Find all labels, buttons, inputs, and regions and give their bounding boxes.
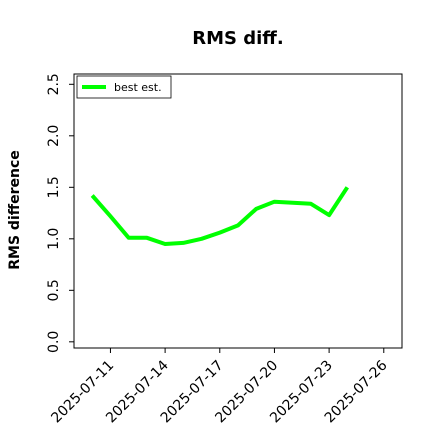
chart-title: RMS diff. — [192, 28, 283, 49]
y-tick-label: 0.5 — [46, 279, 62, 301]
x-axis: 2025-07-112025-07-142025-07-172025-07-20… — [48, 348, 391, 426]
y-tick-label: 2.5 — [46, 73, 62, 95]
y-tick-label: 1.0 — [46, 228, 62, 250]
plot-frame — [73, 73, 403, 349]
y-tick-label: 1.5 — [46, 176, 62, 198]
y-tick-label: 2.0 — [46, 125, 62, 147]
y-tick-label: 0.0 — [46, 331, 62, 353]
series-layer — [90, 186, 349, 246]
legend: best est. — [76, 75, 172, 99]
y-axis-label: RMS difference — [7, 150, 23, 270]
y-axis: 0.0 0.5 1.0 1.5 2.0 2.5 — [46, 73, 74, 353]
series-line-best-est — [90, 186, 349, 246]
legend-box — [76, 75, 172, 99]
legend-label-best-est: best est. — [114, 81, 162, 94]
